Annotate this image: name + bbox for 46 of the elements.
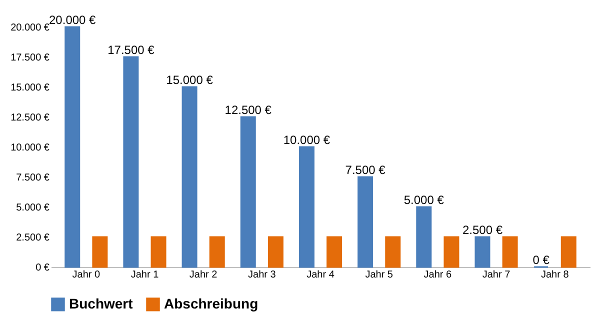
bar (560, 236, 576, 268)
y-tick-label: 20.000 € (10, 22, 50, 34)
x-tick-label: Jahr 1 (130, 270, 160, 280)
bar (358, 176, 374, 268)
y-tick-label: 10.000 € (10, 142, 50, 154)
bar (64, 26, 80, 268)
data-label: 17.500 € (108, 43, 155, 57)
y-tick-label: 17.500 € (10, 52, 50, 64)
x-tick-label: Jahr 3 (248, 270, 276, 280)
bar (416, 206, 432, 268)
bar (182, 86, 198, 268)
data-label: 10.000 € (283, 133, 330, 147)
x-tick-label: Jahr 0 (72, 270, 100, 280)
bar (123, 56, 139, 268)
bar (326, 236, 342, 268)
data-label: 20.000 € (49, 13, 96, 27)
x-tick-label: Jahr 5 (365, 270, 394, 280)
y-tick-label: 0 € (36, 262, 50, 274)
data-label: 12.500 € (224, 103, 272, 117)
y-tick-label: 12.500 € (10, 112, 50, 124)
x-tick-label: Jahr 7 (482, 270, 511, 280)
y-tick-label: 5.000 € (16, 202, 50, 214)
data-label: 15.000 € (166, 73, 214, 87)
legend-label: Buchwert (69, 295, 134, 312)
y-tick-label: 7.500 € (16, 172, 50, 184)
bar (298, 146, 314, 268)
data-label: 0 € (532, 253, 550, 267)
bar (150, 236, 166, 268)
x-tick-label: Jahr 4 (306, 270, 335, 280)
legend-label: Abschreibung (164, 295, 258, 312)
bar (444, 236, 460, 268)
y-tick-label: 2.500 € (16, 232, 50, 244)
data-label: 2.500 € (462, 223, 503, 237)
x-tick-label: Jahr 6 (424, 270, 452, 280)
data-label: 7.500 € (345, 163, 386, 177)
bar (209, 236, 225, 268)
bar (474, 236, 490, 268)
x-tick-label: Jahr 8 (540, 270, 570, 280)
x-tick-label: Jahr 2 (189, 270, 218, 280)
bar (92, 236, 108, 268)
bar (240, 116, 256, 268)
bar (385, 236, 401, 268)
data-label: 5.000 € (404, 193, 444, 207)
bar (502, 236, 518, 268)
bar (268, 236, 284, 268)
y-tick-label: 15.000 € (10, 82, 50, 94)
